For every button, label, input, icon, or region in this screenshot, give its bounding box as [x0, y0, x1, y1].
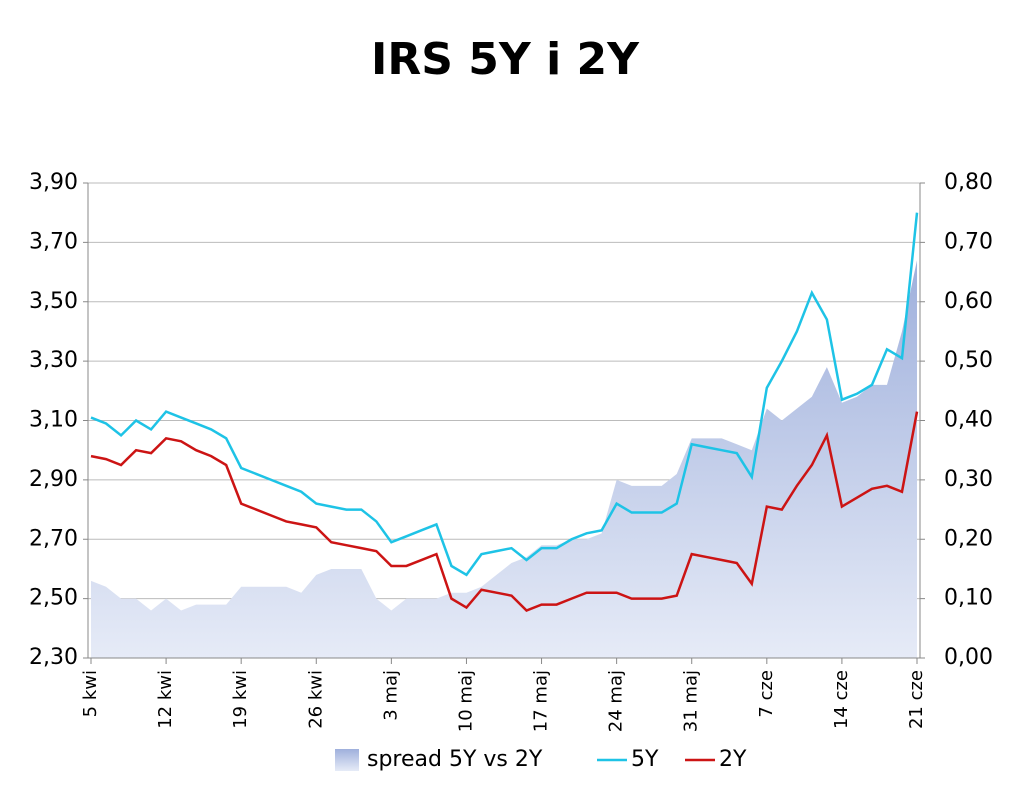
- y-tick-label: 2,70: [29, 526, 78, 551]
- x-tick-label: 31 maj: [681, 670, 702, 732]
- x-tick-label: 7 cze: [756, 670, 777, 718]
- y-tick-label: 2,50: [29, 586, 78, 611]
- x-tick-label: 26 kwi: [305, 670, 326, 729]
- x-tick-label: 21 cze: [906, 670, 927, 729]
- x-tick-label: 24 maj: [606, 670, 627, 732]
- chart-title: IRS 5Y i 2Y: [371, 34, 640, 85]
- y2-tick-label: 0,50: [944, 348, 993, 373]
- y2-tick-label: 0,60: [944, 289, 993, 314]
- y2-tick-label: 0,70: [944, 229, 993, 254]
- series-line: [90, 212, 919, 577]
- x-tick-label: 12 kwi: [155, 670, 176, 729]
- legend-label: spread 5Y vs 2Y: [367, 747, 543, 772]
- y-tick-label: 3,70: [29, 229, 78, 254]
- legend-swatch: [335, 749, 359, 771]
- x-tick-label: 19 kwi: [230, 670, 251, 729]
- y2-tick-label: 0,10: [944, 586, 993, 611]
- y-tick-label: 2,90: [29, 467, 78, 492]
- x-tick-label: 14 cze: [831, 670, 852, 729]
- y-tick-label: 3,10: [29, 408, 78, 433]
- legend-label: 2Y: [719, 747, 747, 772]
- y-tick-label: 2,30: [29, 645, 78, 670]
- x-tick-label: 10 maj: [455, 670, 476, 732]
- legend-label: 5Y: [631, 747, 659, 772]
- y-tick-label: 3,50: [29, 289, 78, 314]
- x-tick-label: 3 maj: [380, 670, 401, 721]
- y2-tick-label: 0,20: [944, 526, 993, 551]
- x-tick-label: 5 kwi: [80, 670, 101, 717]
- y2-tick-label: 0,40: [944, 408, 993, 433]
- y2-tick-label: 0,80: [944, 170, 993, 195]
- x-tick-label: 17 maj: [531, 670, 552, 732]
- y2-tick-label: 0,30: [944, 467, 993, 492]
- y-tick-label: 3,90: [29, 170, 78, 195]
- series-line: [90, 411, 919, 612]
- y2-tick-label: 0,00: [944, 645, 993, 670]
- y-tick-label: 3,30: [29, 348, 78, 373]
